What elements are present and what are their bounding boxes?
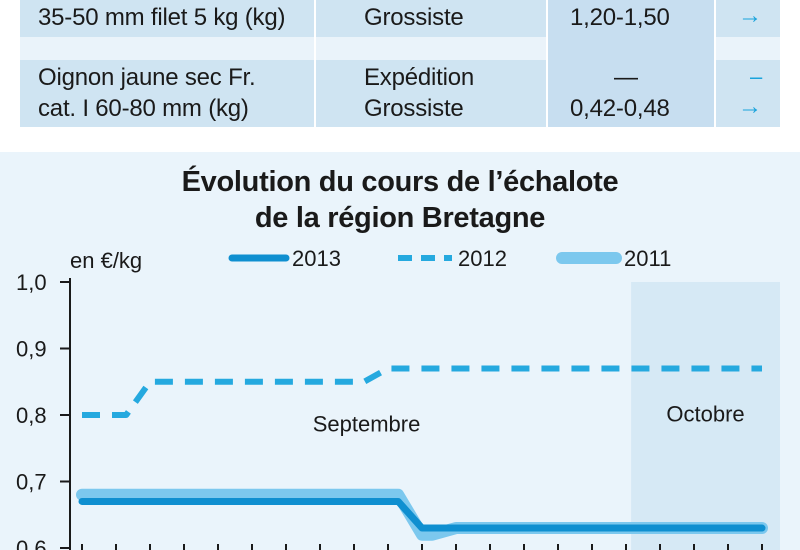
y-tick-label: 0,7 bbox=[16, 470, 47, 495]
trend-dash-icon: – bbox=[750, 64, 763, 89]
column-divider bbox=[314, 0, 316, 127]
september-label: Septembre bbox=[313, 412, 421, 437]
y-tick-label: 1,0 bbox=[16, 270, 47, 295]
y-axis: 1,0 0,9 0,8 0,7 0,6 bbox=[16, 270, 71, 550]
product-name: Oignon jaune sec Fr. bbox=[38, 64, 256, 91]
legend-label-2012: 2012 bbox=[458, 246, 507, 271]
october-shade bbox=[631, 282, 780, 550]
market-stage: Grossiste bbox=[364, 4, 464, 31]
chart-subtitle: de la région Bretagne bbox=[254, 202, 546, 234]
trend-arrow-icon: → bbox=[738, 2, 762, 29]
series-line-2012 bbox=[82, 365, 762, 418]
market-stage-line2: Grossiste bbox=[364, 95, 464, 122]
line-chart: 2013 2012 2011 en €/kg 1,0 0,9 0,8 0,7 0,6 Sep… bbox=[16, 246, 780, 550]
price-table: 35-50 mm filet 5 kg (kg) Grossiste 1,20-… bbox=[20, 0, 780, 127]
legend-label-2011: 2011 bbox=[624, 246, 671, 271]
price-range-empty: — bbox=[614, 64, 638, 91]
column-divider bbox=[714, 0, 716, 127]
column-divider bbox=[546, 0, 548, 127]
y-tick-label: 0,6 bbox=[16, 536, 47, 550]
y-tick-label: 0,8 bbox=[16, 403, 47, 428]
trend-arrow-icon: → bbox=[738, 93, 762, 120]
product-name-line2: cat. I 60-80 mm (kg) bbox=[38, 95, 249, 122]
price-range: 1,20-1,50 bbox=[570, 4, 670, 31]
chart-panel: Évolution du cours de l’échalote de la r… bbox=[0, 152, 800, 550]
y-tick-label: 0,9 bbox=[16, 337, 47, 362]
series-layer bbox=[76, 365, 768, 541]
product-name: 35-50 mm filet 5 kg (kg) bbox=[38, 4, 286, 31]
price-column-band bbox=[548, 0, 714, 127]
legend-label-2013: 2013 bbox=[292, 246, 341, 271]
annotations: Septembre Octobre bbox=[313, 402, 745, 437]
october-label: Octobre bbox=[666, 402, 744, 427]
price-range: 0,42-0,48 bbox=[570, 95, 670, 122]
y-axis-label: en €/kg bbox=[70, 248, 142, 273]
x-axis-ticks bbox=[81, 544, 763, 550]
market-stage: Expédition bbox=[364, 64, 475, 91]
series-line-2013 bbox=[78, 497, 766, 532]
legend: 2013 2012 2011 bbox=[228, 246, 671, 271]
chart-title: Évolution du cours de l’échalote bbox=[181, 166, 619, 198]
